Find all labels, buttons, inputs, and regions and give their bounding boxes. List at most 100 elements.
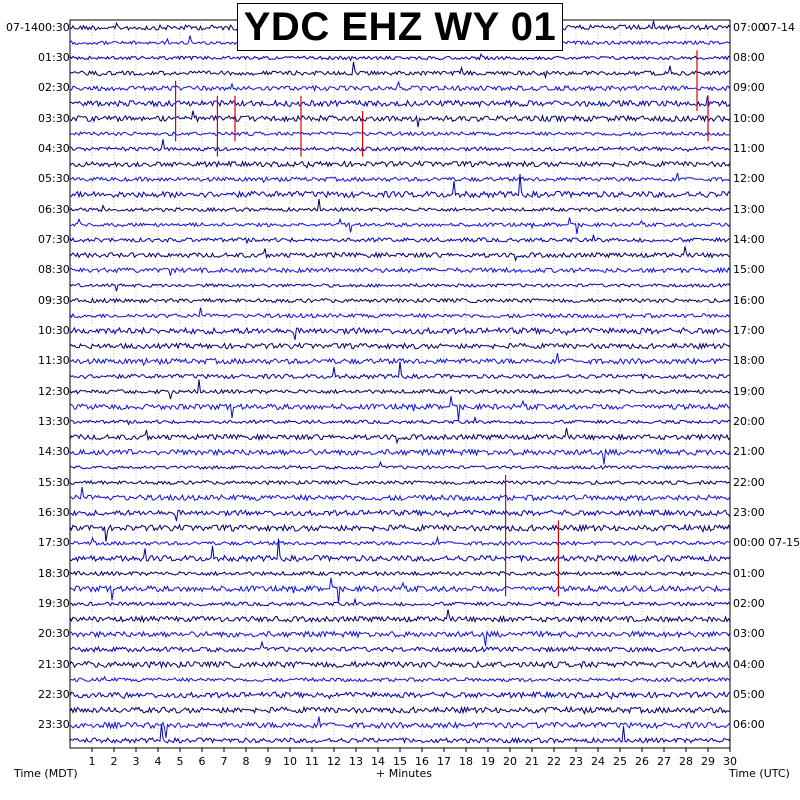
left-time-label: 18:30 [38, 566, 70, 580]
x-tick-label: 5 [176, 755, 184, 768]
left-time-label: 13:30 [38, 414, 70, 428]
right-time-label: 22:00 [733, 475, 765, 489]
left-time-label: 16:30 [38, 505, 70, 519]
x-tick-label: 4 [154, 755, 162, 768]
right-time-label: 23:00 [733, 505, 765, 519]
right-time-label: 17:00 [733, 323, 765, 337]
trace-row [69, 53, 731, 62]
event-markers [175, 50, 709, 597]
right-time-label: 13:00 [733, 202, 765, 216]
trace-row [69, 80, 731, 93]
right-time-label: 20:00 [733, 414, 765, 428]
trace-row [69, 198, 731, 213]
x-tick-label: 12 [327, 755, 341, 768]
trace-row [69, 326, 731, 341]
right-time-label: 18:00 [733, 354, 765, 368]
right-time-label: 01:00 [733, 566, 765, 580]
trace-row [69, 523, 731, 542]
right-time-label: 06:00 [733, 718, 765, 732]
left-time-label: 02:30 [38, 81, 70, 95]
x-tick-label: 28 [679, 755, 693, 768]
left-time-label: 22:30 [38, 687, 70, 701]
trace-row [69, 479, 731, 486]
trace-row [69, 110, 731, 128]
x-tick-label: 23 [569, 755, 583, 768]
left-time-label: 07:30 [38, 232, 70, 246]
minute-gridlines [91, 20, 709, 748]
trace-row [69, 705, 731, 715]
trace-row [69, 629, 731, 647]
left-time-label: 10:30 [38, 323, 70, 337]
right-time-label: 02:00 [733, 596, 765, 610]
trace-row [69, 538, 731, 563]
left-time-label: 23:30 [38, 718, 70, 732]
trace-row [69, 361, 731, 380]
trace-row [70, 217, 731, 235]
trace-row [69, 640, 731, 653]
chart-title: YDC EHZ WY 01 [243, 4, 557, 49]
date-right-label: 07-14 [763, 21, 795, 34]
right-time-label: 03:00 [733, 627, 765, 641]
left-time-label: 19:30 [38, 596, 70, 610]
trace-row [69, 282, 731, 292]
left-time-label: 12:30 [38, 384, 70, 398]
left-time-label: 14:30 [38, 445, 70, 459]
trace-row [69, 447, 731, 465]
trace-row [69, 427, 731, 445]
right-time-label: 10:00 [733, 111, 765, 125]
trace-row [69, 577, 731, 604]
left-time-label: 01:30 [38, 50, 70, 64]
right-time-label: 19:00 [733, 384, 765, 398]
x-tick-label: 29 [701, 755, 715, 768]
trace-row [70, 415, 731, 426]
trace-row [69, 486, 731, 502]
trace-row [69, 297, 731, 304]
x-tick-label: 1 [88, 755, 96, 768]
x-tick-label: 18 [459, 755, 473, 768]
trace-row [69, 570, 731, 577]
trace-row [69, 95, 731, 108]
left-time-label: 21:30 [38, 657, 70, 671]
right-time-label: 21:00 [733, 445, 765, 459]
x-tick-label: 26 [635, 755, 649, 768]
trace-row [69, 61, 730, 80]
x-tick-label: 16 [415, 755, 429, 768]
trace-row [69, 352, 731, 367]
x-tick-label: 21 [525, 755, 539, 768]
right-time-label: 15:00 [733, 263, 765, 277]
x-tick-label: 25 [613, 755, 627, 768]
left-time-label: 06:30 [38, 202, 70, 216]
left-time-label: 03:30 [38, 111, 70, 125]
x-tick-label: 13 [349, 755, 363, 768]
x-tick-label: 19 [481, 755, 495, 768]
trace-row [69, 172, 731, 184]
x-tick-label: 2 [110, 755, 118, 768]
x-tick-label: 7 [220, 755, 228, 768]
x-tick-label: 10 [283, 755, 297, 768]
trace-row [69, 130, 731, 137]
x-tick-label: 27 [657, 755, 671, 768]
seismic-traces [69, 12, 731, 745]
trace-row [69, 690, 731, 700]
x-tick-label: 30 [723, 755, 737, 768]
right-time-label: 07:00 [733, 20, 765, 34]
left-time-label: 08:30 [38, 263, 70, 277]
right-time-label: 12:00 [733, 172, 765, 186]
trace-row [69, 724, 731, 745]
trace-row [69, 266, 731, 276]
x-tick-label: 11 [305, 755, 319, 768]
x-tick-label: 22 [547, 755, 561, 768]
trace-row [69, 460, 731, 470]
trace-row [69, 660, 731, 670]
right-time-label: 14:00 [733, 232, 765, 246]
x-tick-label: 15 [393, 755, 407, 768]
trace-row [69, 246, 731, 262]
x-tick-label: 3 [132, 755, 140, 768]
trace-row [69, 609, 731, 624]
trace-row [69, 307, 731, 319]
left-time-label: 15:30 [38, 475, 70, 489]
trace-row [69, 675, 731, 683]
trace-row [69, 379, 731, 400]
station-title-box: YDC EHZ WY 01 [237, 3, 563, 51]
right-time-label: 04:00 [733, 657, 765, 671]
